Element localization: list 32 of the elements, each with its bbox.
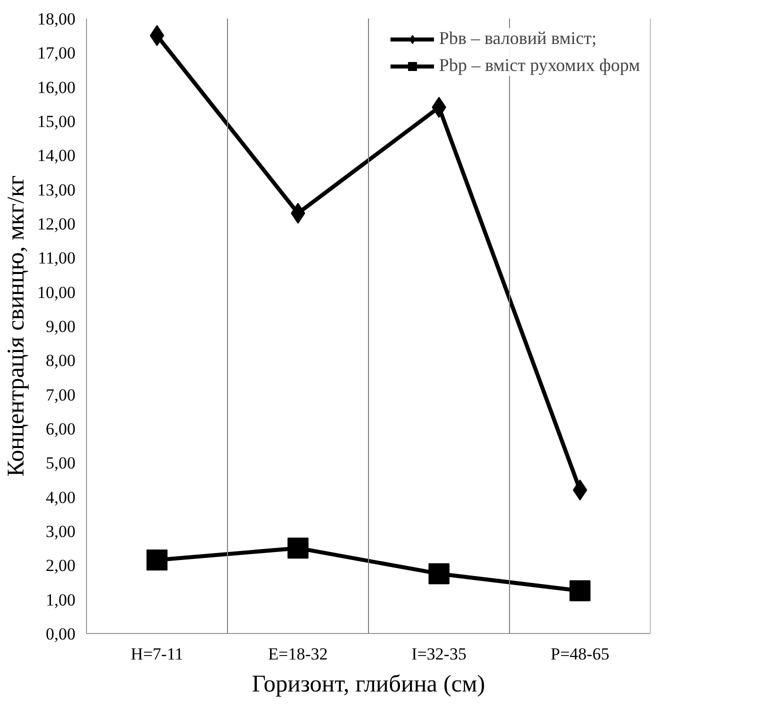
y-axis-title: Концентрація свинцю, мкг/кг (3, 175, 30, 477)
y-tick-label: 2,00 (46, 556, 76, 576)
x-tick-label: H=7-11 (130, 644, 184, 664)
y-tick-label: 8,00 (46, 351, 76, 370)
x-tick-label: E=18-32 (268, 644, 328, 664)
point (570, 580, 590, 602)
legend-label: Pbр – вміст рухомих форм (439, 55, 640, 76)
point (288, 538, 308, 559)
point (428, 563, 450, 584)
point (572, 480, 588, 500)
y-tick-label: 14,00 (37, 146, 76, 166)
y-tick-label: 18,00 (37, 10, 76, 28)
y-tick-label: 5,00 (46, 454, 76, 473)
y-tick-label: 1,00 (46, 590, 76, 610)
legend-label: Pbв – валовий вміст; (439, 28, 597, 49)
point (146, 550, 168, 571)
y-tick-label: 10,00 (37, 282, 76, 302)
y-tick-label: 7,00 (46, 385, 76, 404)
y-tick-label: 11,00 (38, 248, 76, 268)
y-tick-label: 9,00 (46, 317, 76, 336)
y-tick-label: 15,00 (37, 112, 76, 131)
y-tick-label: 4,00 (46, 488, 76, 507)
y-tick-label: 13,00 (37, 180, 76, 200)
x-axis-title: Горизонт, глибина (см) (252, 672, 486, 698)
y-tick-label: 17,00 (37, 44, 76, 63)
y-tick-label: 0,00 (46, 624, 76, 644)
y-tick-label: 6,00 (46, 420, 76, 438)
x-tick-label: P=48-65 (550, 644, 610, 664)
y-tick-label: 3,00 (46, 522, 76, 541)
x-tick-label: I=32-35 (412, 644, 466, 664)
y-tick-label: 16,00 (37, 78, 76, 97)
y-tick-label: 12,00 (37, 214, 76, 234)
